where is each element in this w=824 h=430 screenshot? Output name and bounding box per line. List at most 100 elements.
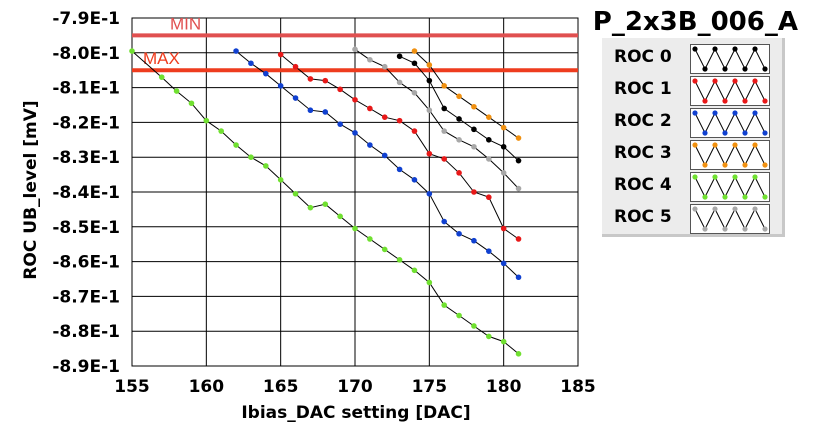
x-tick-label: 180 [486, 377, 522, 397]
data-point [456, 170, 462, 176]
data-point [367, 236, 373, 242]
legend-label: ROC 5 [614, 207, 672, 227]
data-point [471, 104, 477, 110]
data-point [516, 135, 522, 141]
legend-item: ROC 2 [602, 106, 782, 138]
data-point [308, 205, 314, 211]
data-point [322, 201, 328, 207]
data-point [456, 137, 462, 143]
data-point [412, 268, 418, 274]
legend-swatch [690, 76, 770, 106]
data-point [308, 76, 314, 82]
legend-swatch [690, 204, 770, 234]
data-point [233, 142, 239, 148]
y-tick-label: -8.4E-1 [52, 183, 120, 203]
x-tick-label: 175 [412, 377, 448, 397]
legend-label: ROC 0 [614, 47, 672, 67]
data-point [427, 280, 433, 286]
x-tick-label: 160 [189, 377, 225, 397]
data-point [486, 156, 492, 162]
data-point [233, 48, 239, 54]
data-point [486, 248, 492, 254]
data-point [397, 167, 403, 173]
data-point [486, 334, 492, 340]
x-axis-label: Ibias_DAC setting [DAC] [241, 403, 470, 423]
data-point [501, 339, 507, 345]
data-point [397, 53, 403, 59]
data-point [278, 83, 284, 89]
x-tick-label: 165 [263, 377, 299, 397]
legend-swatch [690, 108, 770, 138]
x-tick-labels: 155 160 165 170 175 180 185 [114, 377, 596, 397]
data-point [441, 156, 447, 162]
data-point [248, 154, 254, 160]
legend-label: ROC 2 [614, 111, 672, 131]
y-tick-label: -8.9E-1 [52, 357, 120, 377]
data-point [427, 78, 433, 84]
legend-swatch [690, 140, 770, 170]
data-point [471, 323, 477, 329]
data-point [308, 107, 314, 113]
data-point [174, 88, 180, 94]
data-point [352, 130, 358, 136]
data-point [456, 94, 462, 100]
data-point [159, 74, 165, 80]
y-tick-label: -8.7E-1 [52, 287, 120, 307]
y-tick-label: -8.3E-1 [52, 148, 120, 168]
data-point [337, 214, 343, 220]
data-point [516, 186, 522, 192]
data-point [248, 60, 254, 66]
data-point [471, 127, 477, 133]
data-point [456, 313, 462, 319]
data-point [412, 48, 418, 54]
legend-item: ROC 4 [602, 170, 782, 202]
data-point [263, 71, 269, 77]
data-point [129, 48, 135, 54]
data-point [516, 351, 522, 357]
data-point [337, 121, 343, 127]
data-point [471, 238, 477, 244]
data-point [293, 191, 299, 197]
data-point [367, 57, 373, 63]
data-point [204, 118, 210, 124]
data-point [441, 219, 447, 225]
data-point [456, 116, 462, 122]
data-point [501, 261, 507, 267]
data-point [412, 177, 418, 183]
legend-item: ROC 5 [602, 202, 782, 234]
data-point [397, 118, 403, 124]
data-point [441, 302, 447, 308]
data-point [501, 170, 507, 176]
data-point [352, 226, 358, 232]
limit-label-min: MIN [170, 14, 201, 33]
data-point [486, 137, 492, 143]
legend: ROC 0 ROC 1 ROC 2 ROC 3 ROC 4 ROC 5 [602, 38, 785, 237]
legend-swatch [690, 172, 770, 202]
data-point [382, 64, 388, 70]
data-point [486, 194, 492, 200]
data-point [471, 144, 477, 150]
x-tick-label: 170 [337, 377, 373, 397]
legend-item: ROC 0 [602, 42, 782, 74]
data-point [263, 163, 269, 169]
data-point [441, 106, 447, 112]
legend-item: ROC 3 [602, 138, 782, 170]
data-point [278, 177, 284, 183]
legend-item: ROC 1 [602, 74, 782, 106]
data-point [412, 90, 418, 96]
data-point [427, 151, 433, 157]
data-point [293, 64, 299, 70]
data-point [367, 142, 373, 148]
data-point [501, 125, 507, 131]
y-tick-label: -8.0E-1 [52, 44, 120, 64]
y-tick-label: -7.9E-1 [52, 9, 120, 29]
x-tick-label: 185 [560, 377, 596, 397]
data-point [322, 78, 328, 84]
data-point [367, 106, 373, 112]
data-point [501, 226, 507, 232]
data-point [516, 236, 522, 242]
data-point [427, 107, 433, 113]
data-point [278, 52, 284, 58]
data-point [293, 95, 299, 101]
legend-label: ROC 3 [614, 143, 672, 163]
